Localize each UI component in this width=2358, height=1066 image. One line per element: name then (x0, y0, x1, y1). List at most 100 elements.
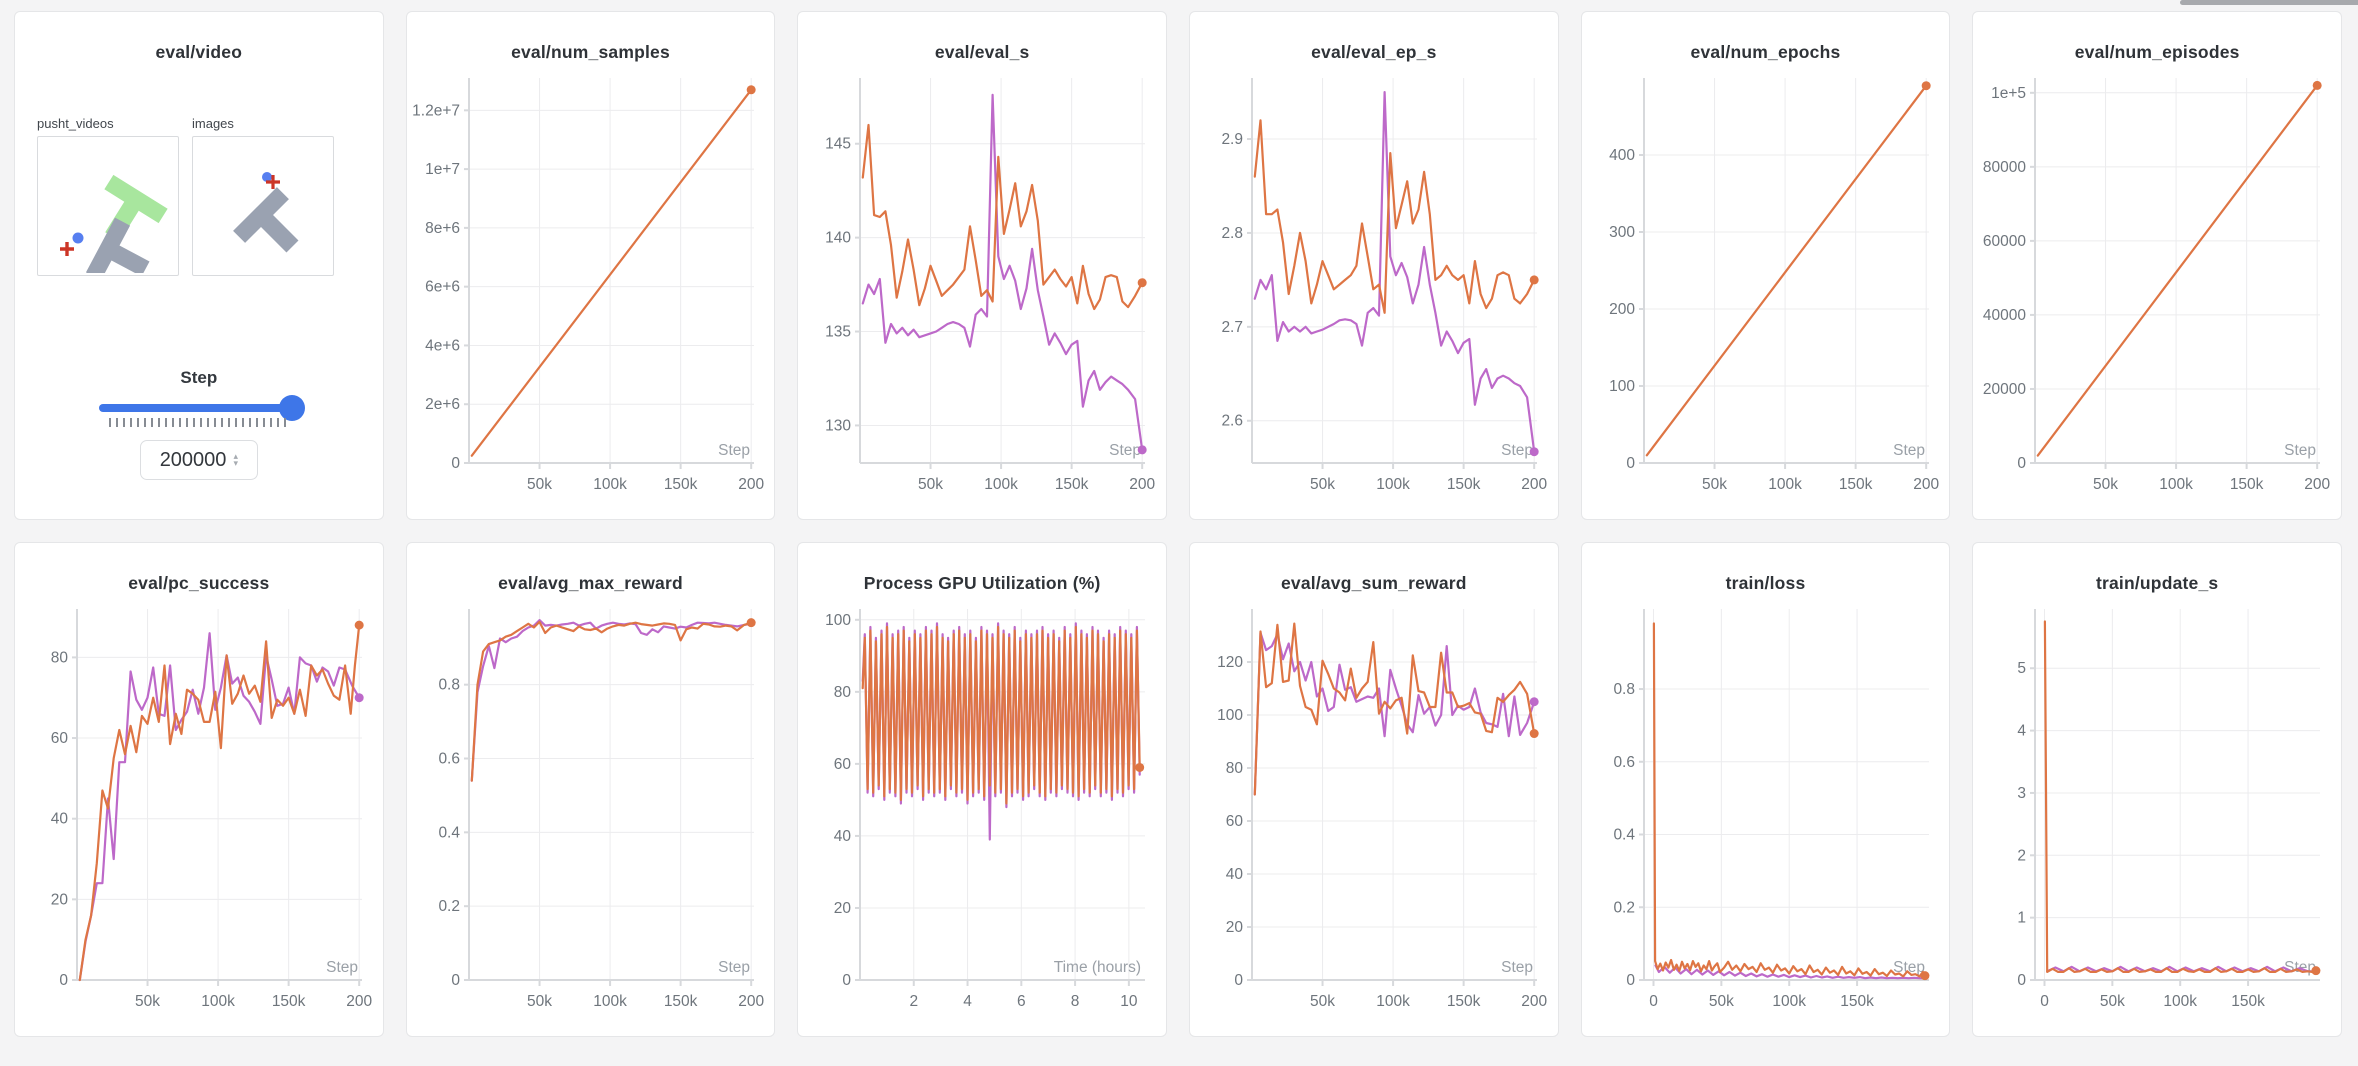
panel-eval-pc-success[interactable]: eval/pc_success 50k 100k 150k 200 0 20 40 60 80 St… (14, 542, 384, 1037)
y-tick-label: 300 (1609, 224, 1635, 241)
x-tick-label: 50k (2100, 993, 2125, 1010)
chart-area-train-update-s: 0 50k 100k 150k 0 1 2 3 4 5 Step (1981, 603, 2333, 1028)
chart-svg: 50k 100k 150k 200 0 100 200 300 400 Step (1609, 78, 1939, 493)
panel-title: train/loss (1725, 573, 1806, 593)
x-tick-label: 100k (1768, 476, 1802, 493)
series-endpoint-dot-orange (354, 620, 364, 630)
chart-area-eval-num-epochs: 50k 100k 150k 200 0 100 200 300 400 Step (1590, 72, 1942, 511)
series-endpoint-dot-orange (1529, 275, 1539, 285)
y-tick-label: 2.9 (1221, 131, 1243, 148)
panel-eval-num-epochs[interactable]: eval/num_epochs 50k 100k 150k 200 0 100 200 300 4… (1580, 11, 1951, 520)
horizontal-scrollbar-thumb[interactable] (2180, 0, 2358, 5)
series-line-orange (470, 620, 752, 782)
panel-title: eval/video (155, 42, 243, 62)
x-tick-label: 200 (1521, 476, 1547, 493)
series-line-orange (1253, 119, 1536, 314)
y-tick-label: 0 (1626, 455, 1635, 472)
x-tick-label: 150k (2230, 476, 2264, 493)
y-tick-label: 0 (2018, 455, 2027, 472)
series-endpoint-dot-orange (1921, 81, 1931, 91)
step-spinner[interactable]: ▴ ▾ (233, 451, 238, 468)
y-tick-label: 0.8 (438, 677, 460, 694)
y-tick-label: 80 (1226, 760, 1244, 777)
y-tick-label: 20000 (1983, 381, 2026, 398)
y-tick-label: 1e+7 (425, 161, 460, 178)
panel-title: eval/avg_sum_reward (1280, 573, 1467, 593)
y-tick-label: 3 (2018, 785, 2027, 802)
y-tick-label: 100 (825, 612, 851, 629)
step-slider-track[interactable] (99, 395, 305, 421)
chart-area-eval-eval-ep-s: 50k 100k 150k 200 2.6 2.7 2.8 2.9 Step (1198, 72, 1550, 511)
step-slider-thumb[interactable] (279, 395, 305, 421)
y-tick-label: 40 (1226, 866, 1244, 883)
step-input[interactable]: 200000 ▴ ▾ (139, 440, 258, 480)
y-tick-label: 0 (1234, 972, 1243, 989)
panel-eval-eval-s[interactable]: eval/eval_s 50k 100k 150k 200 130 135 140 145 Ste… (797, 11, 1167, 520)
series-line-purple (862, 93, 1144, 451)
chart-svg: 50k 100k 150k 200 0 20 40 60 80 100 120 Step (1217, 609, 1547, 1010)
x-tick-label: 2 (910, 993, 919, 1010)
y-tick-label: 0.2 (1613, 899, 1635, 916)
x-tick-label: 150k (663, 476, 697, 493)
panel-train-loss[interactable]: train/loss 0 50k 100k 150k 0 0.2 0.4 0.6 0.8 Step (1580, 542, 1951, 1037)
x-tick-label: 200 (1521, 993, 1547, 1010)
series-line-orange (862, 123, 1144, 311)
x-axis-label: Step (326, 959, 358, 976)
spinner-down-icon[interactable]: ▾ (233, 458, 238, 468)
y-tick-label: 0.6 (438, 751, 460, 768)
series-endpoint-dot-purple (1138, 445, 1148, 455)
y-tick-label: 0 (1626, 972, 1635, 989)
x-tick-label: 150k (272, 993, 306, 1010)
series-line-orange (861, 625, 1142, 805)
chart-area-eval-num-episodes: 50k 100k 150k 200 0 20000 40000 60000 80000 1e+5 S… (1981, 72, 2333, 511)
chart-area-eval-eval-s: 50k 100k 150k 200 130 135 140 145 Step (806, 72, 1158, 511)
x-tick-label: 200 (1130, 476, 1156, 493)
spinner-up-icon[interactable]: ▴ (233, 451, 238, 461)
x-tick-label: 200 (738, 476, 764, 493)
chart-area-eval-avg-max-reward: 50k 100k 150k 200 0 0.2 0.4 0.6 0.8 Step (415, 603, 767, 1028)
x-tick-label: 200 (346, 993, 372, 1010)
series-line-orange (1253, 622, 1536, 796)
y-tick-label: 2 (2018, 847, 2027, 864)
series-endpoint-dot-orange (1138, 278, 1148, 288)
series-line-orange (470, 88, 752, 457)
y-tick-label: 2e+6 (425, 396, 460, 413)
media-thumbnail-images[interactable] (192, 136, 334, 276)
step-slider-tickmarks (109, 418, 291, 427)
panel-eval-eval-ep-s[interactable]: eval/eval_ep_s 50k 100k 150k 200 2.6 2.7 2.8 2.9… (1188, 11, 1559, 520)
y-tick-label: 0.6 (1613, 754, 1635, 771)
x-tick-label: 150k (1055, 476, 1089, 493)
panel-process-gpu-utilization[interactable]: Process GPU Utilization (%) 2 4 6 8 10 0 20 40 60… (797, 542, 1167, 1037)
panel-eval-num-samples[interactable]: eval/num_samples 50k 100k 150k 200 0 2e+6 4e+6 6… (405, 11, 776, 520)
x-tick-label: 50k (1709, 993, 1734, 1010)
x-tick-label: 200 (1913, 476, 1939, 493)
chart-svg: 50k 100k 150k 200 2.6 2.7 2.8 2.9 Step (1221, 78, 1547, 493)
panel-title: eval/num_episodes (2074, 42, 2240, 62)
x-tick-label: 100k (593, 476, 627, 493)
series-endpoint-dot-orange (1135, 762, 1145, 772)
panel-eval-video[interactable]: eval/video pusht_videos images Step 200000 ▴ ▾ (14, 11, 384, 520)
y-tick-label: 135 (825, 324, 851, 341)
panel-title: eval/num_epochs (1690, 42, 1841, 62)
panel-eval-avg-max-reward[interactable]: eval/avg_max_reward 50k 100k 150k 200 0 0.2 0.4… (405, 542, 776, 1037)
x-tick-label: 50k (527, 993, 552, 1010)
y-tick-label: 100 (1217, 707, 1243, 724)
chart-area-eval-avg-sum-reward: 50k 100k 150k 200 0 20 40 60 80 100 120 Step (1198, 603, 1550, 1028)
panel-grid: eval/video pusht_videos images Step 200000 ▴ ▾… (14, 11, 2342, 1037)
panel-train-update-s[interactable]: train/update_s 0 50k 100k 150k 0 1 2 3 4 5 Step (1972, 542, 2342, 1037)
series-endpoint-dot-purple (1529, 447, 1539, 457)
media-thumbnail-pusht-videos[interactable] (37, 136, 179, 281)
x-tick-label: 100k (201, 993, 235, 1010)
chart-area-process-gpu-utilization: 2 4 6 8 10 0 20 40 60 80 100 Time (hours) (806, 603, 1158, 1028)
panel-eval-num-episodes[interactable]: eval/num_episodes 50k 100k 150k 200 0 20000 400… (1972, 11, 2342, 520)
x-tick-label: 8 (1071, 993, 1080, 1010)
y-tick-label: 400 (1609, 147, 1635, 164)
y-tick-label: 0 (451, 972, 460, 989)
panel-eval-avg-sum-reward[interactable]: eval/avg_sum_reward 50k 100k 150k 200 0 20 40 60… (1188, 542, 1559, 1037)
x-tick-label: 150k (1840, 993, 1874, 1010)
y-tick-label: 2.6 (1221, 413, 1243, 430)
y-tick-label: 140 (825, 230, 851, 247)
y-tick-label: 0 (843, 972, 852, 989)
x-tick-label: 6 (1017, 993, 1026, 1010)
